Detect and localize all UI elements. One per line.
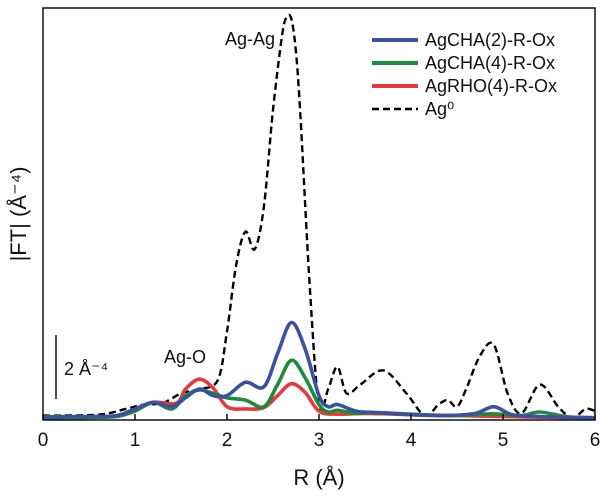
- x-axis-label: R (Å): [293, 465, 344, 490]
- series-layer: [42, 13, 596, 420]
- x-tick-label: 3: [314, 430, 325, 451]
- scale-bar-label: 2 Å⁻⁴: [64, 359, 108, 379]
- x-tick-label: 1: [130, 430, 141, 451]
- x-tick-label: 6: [590, 430, 601, 451]
- x-tick-label: 2: [222, 430, 233, 451]
- legend-label: Ag⁰: [425, 99, 454, 119]
- series-line-0: [42, 320, 596, 420]
- legend: AgCHA(2)-R-Ox AgCHA(4)-R-Ox AgRHO(4)-R-Ox A…: [372, 30, 557, 119]
- x-tick-label: 0: [38, 430, 49, 451]
- annotation-ag-o: Ag-O: [164, 347, 206, 367]
- series-line-3: [42, 13, 596, 419]
- legend-label: AgRHO(4)-R-Ox: [425, 76, 557, 96]
- annotation-ag-ag: Ag-Ag: [225, 29, 275, 49]
- x-axis-ticks: 0 1 2 3 4 5 6: [38, 414, 601, 451]
- y-axis-label: |FT| (Å⁻⁴): [6, 167, 31, 262]
- x-tick-label: 5: [498, 430, 509, 451]
- legend-label: AgCHA(4)-R-Ox: [425, 53, 555, 73]
- x-tick-label: 4: [406, 430, 417, 451]
- legend-label: AgCHA(2)-R-Ox: [425, 30, 555, 50]
